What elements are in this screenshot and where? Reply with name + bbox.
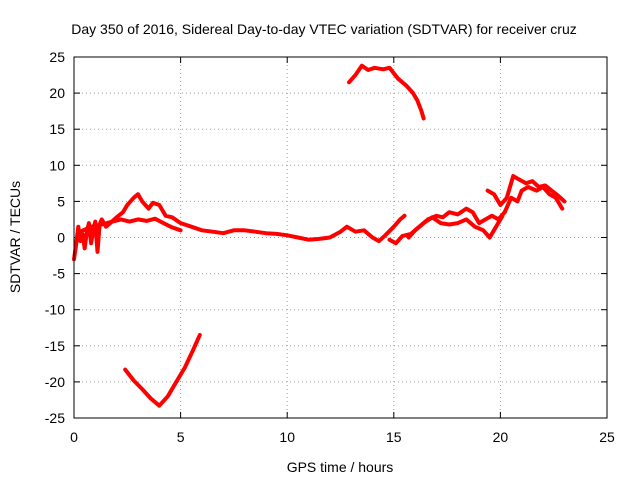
x-tick-label: 25 bbox=[599, 429, 615, 445]
y-tick-label: -5 bbox=[53, 266, 66, 282]
x-tick-label: 0 bbox=[70, 429, 78, 445]
series-segment-evening-lower bbox=[502, 185, 565, 215]
series-segment-main bbox=[72, 192, 407, 262]
y-tick-label: -10 bbox=[45, 302, 65, 318]
y-tick-label: 10 bbox=[49, 157, 65, 173]
y-axis-label: SDTVAR / TECUs bbox=[7, 181, 23, 293]
x-tick-label: 10 bbox=[279, 429, 295, 445]
x-tick-label: 20 bbox=[493, 429, 509, 445]
series-segment-evening bbox=[485, 174, 567, 207]
x-tick-label: 5 bbox=[177, 429, 185, 445]
y-tick-label: 0 bbox=[57, 230, 65, 246]
y-tick-label: -20 bbox=[45, 374, 65, 390]
y-tick-label: -25 bbox=[45, 410, 65, 426]
series-segment-low bbox=[123, 333, 202, 408]
series-segment-early-lower bbox=[78, 216, 183, 234]
y-tick-label: 20 bbox=[49, 85, 65, 101]
grid bbox=[74, 57, 607, 418]
series-segment-afternoon bbox=[387, 206, 507, 246]
y-tick-label: 15 bbox=[49, 121, 65, 137]
y-tick-label: 5 bbox=[57, 193, 65, 209]
y-tick-label: 25 bbox=[49, 49, 65, 65]
chart-title: Day 350 of 2016, Sidereal Day-to-day VTE… bbox=[71, 21, 577, 37]
plot-frame bbox=[73, 56, 608, 419]
x-axis-tick-labels: 0 5 10 15 20 25 bbox=[70, 429, 615, 445]
x-axis-label: GPS time / hours bbox=[287, 459, 394, 475]
x-tick-label: 15 bbox=[386, 429, 402, 445]
axis-ticks bbox=[73, 56, 608, 419]
data-series bbox=[72, 63, 567, 408]
y-tick-label: -15 bbox=[45, 338, 65, 354]
series-segment-high bbox=[347, 63, 426, 121]
series-segment-afternoon-lower bbox=[406, 213, 505, 240]
y-axis-tick-labels: -25 -20 -15 -10 -5 0 5 10 15 20 25 bbox=[45, 49, 65, 426]
